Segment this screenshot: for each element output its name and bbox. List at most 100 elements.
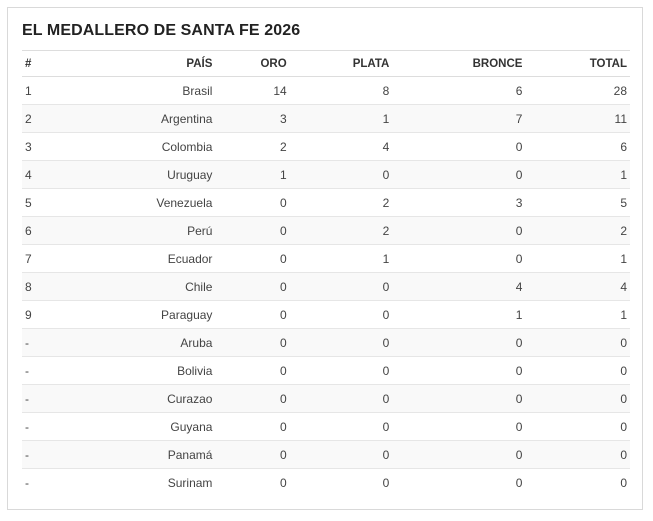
table-row: 5 Venezuela 0 2 3 5 [22,188,630,217]
rank-cell: - [22,356,55,385]
bronze-count-cell: 0 [392,132,526,161]
table-row: - Aruba 0 0 0 0 [22,328,630,357]
gold-count-cell: 14 [215,76,290,105]
header-total[interactable]: TOTAL [525,50,630,77]
country-cell: Bolivia [54,356,216,385]
bronze-count-cell: 0 [392,216,526,245]
page-title: EL MEDALLERO DE SANTA FE 2026 [22,22,301,39]
gold-count-cell: 0 [215,328,290,357]
bronze-count-cell: 3 [392,188,526,217]
total-count-cell: 1 [525,300,630,329]
silver-count-cell: 8 [289,76,393,105]
silver-count-cell: 0 [289,300,393,329]
total-count-cell: 0 [525,440,630,469]
table-header-row: # PAÍS ORO PLATA BRONCE TOTAL [22,50,630,77]
header-silver[interactable]: PLATA [289,50,393,77]
bronze-count-cell: 6 [392,76,526,105]
gold-count-cell: 1 [215,160,290,189]
header-country[interactable]: PAÍS [54,50,216,77]
silver-count-cell: 1 [289,104,393,133]
header-bronze[interactable]: BRONCE [392,50,526,77]
table-row: 9 Paraguay 0 0 1 1 [22,300,630,329]
rank-cell: 6 [22,216,55,245]
table-body: 1 Brasil 14 8 6 28 2 Argentina 3 1 7 11 3 Colombia 2 4 0… [22,76,630,496]
total-count-cell: 4 [525,272,630,301]
silver-count-cell: 2 [289,216,393,245]
country-cell: Uruguay [54,160,216,189]
gold-count-cell: 0 [215,188,290,217]
silver-count-cell: 0 [289,160,393,189]
gold-count-cell: 0 [215,356,290,385]
gold-count-cell: 0 [215,468,290,496]
rank-cell: 4 [22,160,55,189]
gold-count-cell: 0 [215,244,290,273]
gold-count-cell: 0 [215,412,290,441]
table-row: 1 Brasil 14 8 6 28 [22,76,630,105]
country-cell: Curazao [54,384,216,413]
bronze-count-cell: 7 [392,104,526,133]
total-count-cell: 0 [525,468,630,496]
bronze-count-cell: 0 [392,468,526,496]
total-count-cell: 0 [525,328,630,357]
country-cell: Aruba [54,328,216,357]
country-cell: Ecuador [54,244,216,273]
rank-cell: - [22,412,55,441]
bronze-count-cell: 0 [392,328,526,357]
gold-count-cell: 0 [215,216,290,245]
gold-count-cell: 0 [215,272,290,301]
silver-count-cell: 0 [289,412,393,441]
header-rank[interactable]: # [22,50,55,77]
total-count-cell: 6 [525,132,630,161]
rank-cell: - [22,468,55,496]
bronze-count-cell: 0 [392,412,526,441]
gold-count-cell: 3 [215,104,290,133]
bronze-count-cell: 0 [392,160,526,189]
rank-cell: - [22,328,55,357]
table-row: 7 Ecuador 0 1 0 1 [22,244,630,273]
table-row: - Panamá 0 0 0 0 [22,440,630,469]
table-row: 4 Uruguay 1 0 0 1 [22,160,630,189]
header-gold[interactable]: ORO [215,50,290,77]
bronze-count-cell: 1 [392,300,526,329]
total-count-cell: 0 [525,356,630,385]
rank-cell: 8 [22,272,55,301]
silver-count-cell: 1 [289,244,393,273]
table-row: - Bolivia 0 0 0 0 [22,356,630,385]
country-cell: Chile [54,272,216,301]
table-row: 2 Argentina 3 1 7 11 [22,104,630,133]
medal-table: # PAÍS ORO PLATA BRONCE TOTAL 1 Brasil 14 8… [22,50,630,496]
bronze-count-cell: 0 [392,244,526,273]
rank-cell: 5 [22,188,55,217]
rank-cell: 1 [22,76,55,105]
rank-cell: 3 [22,132,55,161]
bronze-count-cell: 0 [392,356,526,385]
gold-count-cell: 2 [215,132,290,161]
table-row: - Curazao 0 0 0 0 [22,384,630,413]
table-row: 3 Colombia 2 4 0 6 [22,132,630,161]
silver-count-cell: 4 [289,132,393,161]
country-cell: Perú [54,216,216,245]
total-count-cell: 0 [525,384,630,413]
rank-cell: 2 [22,104,55,133]
bronze-count-cell: 0 [392,440,526,469]
medal-table-card: EL MEDALLERO DE SANTA FE 2026 # PAÍS ORO… [7,7,643,510]
gold-count-cell: 0 [215,384,290,413]
country-cell: Surinam [54,468,216,496]
table-row: 8 Chile 0 0 4 4 [22,272,630,301]
table-row: - Surinam 0 0 0 0 [22,468,630,496]
total-count-cell: 11 [525,104,630,133]
table-row: 6 Perú 0 2 0 2 [22,216,630,245]
country-cell: Brasil [54,76,216,105]
total-count-cell: 1 [525,244,630,273]
total-count-cell: 0 [525,412,630,441]
total-count-cell: 28 [525,76,630,105]
silver-count-cell: 0 [289,328,393,357]
bronze-count-cell: 4 [392,272,526,301]
silver-count-cell: 0 [289,440,393,469]
rank-cell: 9 [22,300,55,329]
silver-count-cell: 2 [289,188,393,217]
gold-count-cell: 0 [215,300,290,329]
total-count-cell: 2 [525,216,630,245]
country-cell: Colombia [54,132,216,161]
country-cell: Argentina [54,104,216,133]
